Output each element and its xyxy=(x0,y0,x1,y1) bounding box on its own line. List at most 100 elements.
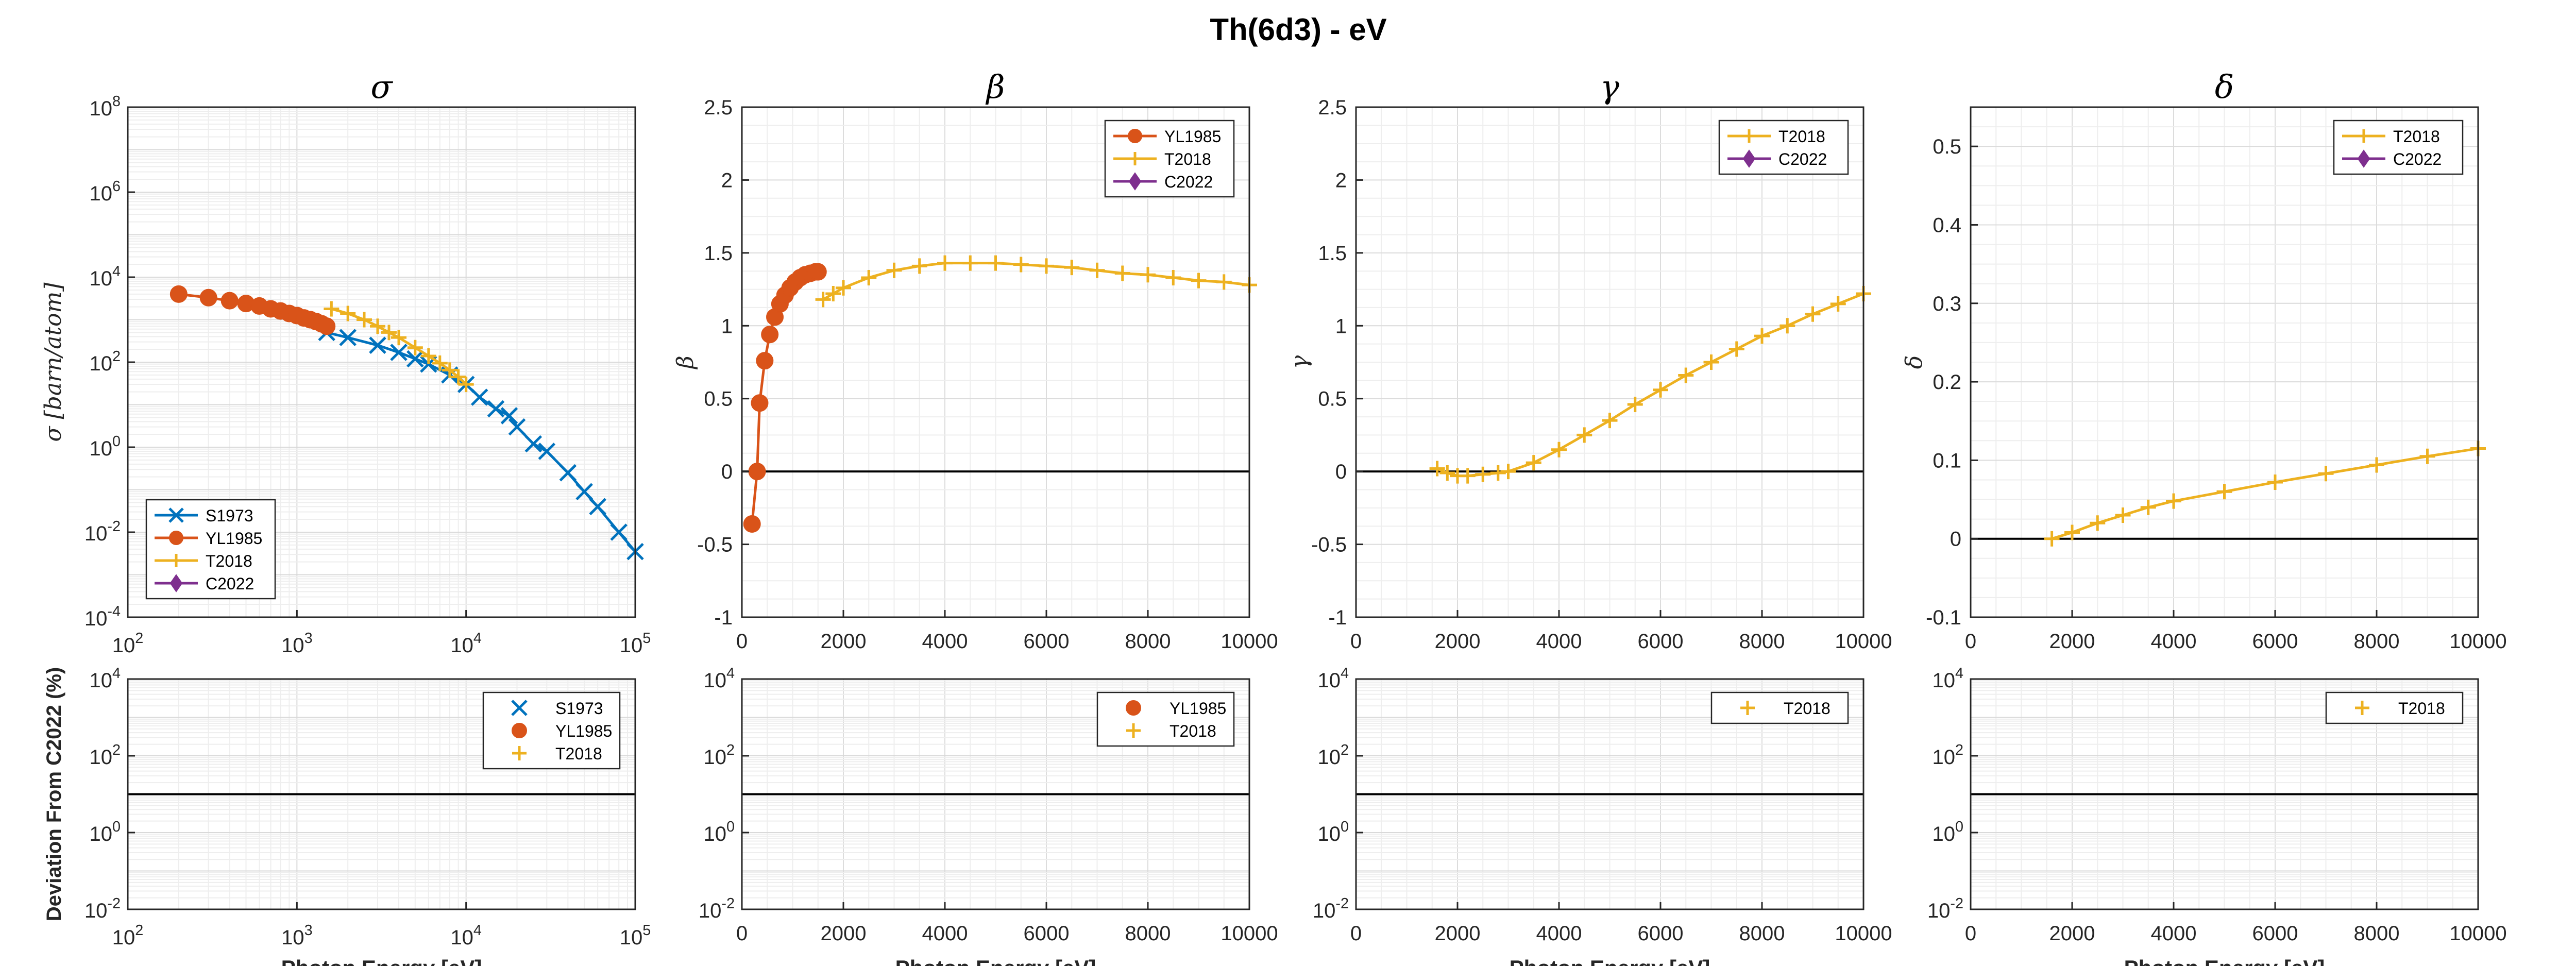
legend-marker-C2022 xyxy=(1742,149,1756,168)
y-axis-label: σ [barn/atom] xyxy=(40,282,66,442)
point-T2018 xyxy=(2166,493,2181,509)
x-tick-label: 6000 xyxy=(1024,630,1070,653)
x-tick-label: 10000 xyxy=(1835,630,1892,653)
y-tick-label: -1 xyxy=(1328,606,1347,629)
legend: T2018 xyxy=(2325,691,2464,724)
point-S1973 xyxy=(470,388,488,406)
x-tick-label: 8000 xyxy=(1739,630,1785,653)
point-T2018 xyxy=(861,269,877,285)
point-T2018 xyxy=(1140,267,1156,283)
legend-marker-YL1985 xyxy=(512,723,527,738)
x-tick-label: 2000 xyxy=(2049,630,2095,653)
x-tick-label: 104 xyxy=(450,630,482,657)
legend-label: YL1985 xyxy=(1164,127,1221,146)
point-T2018 xyxy=(324,301,340,317)
axes-frame xyxy=(1970,678,2479,910)
point-T2018 xyxy=(1475,466,1491,482)
x-tick-label: 4000 xyxy=(2151,922,2197,945)
y-tick-label: -0.1 xyxy=(1926,606,1961,629)
y-ticks: -1 -0.5 0 0.5 1 1.5 2 2.5 xyxy=(1311,96,1363,629)
point-T2018 xyxy=(2044,531,2060,547)
y-tick-label: 100 xyxy=(1317,819,1349,845)
point-T2018 xyxy=(391,330,407,346)
point-T2018 xyxy=(407,340,423,355)
axes-frame xyxy=(127,678,636,910)
point-T2018 xyxy=(458,377,474,393)
y-tick-label: 0.3 xyxy=(1933,293,1961,315)
legend-marker-S1973 xyxy=(511,700,528,716)
point-T2018 xyxy=(1216,274,1232,290)
point-YL1985 xyxy=(743,515,761,533)
grid xyxy=(1355,679,1864,910)
point-S1973 xyxy=(406,350,424,368)
y-ticks: -1 -0.5 0 0.5 1 1.5 2 2.5 xyxy=(697,96,749,629)
axes-title: β xyxy=(986,68,1005,106)
x-ticks: 0 2000 4000 6000 8000 10000 xyxy=(1965,902,2507,945)
point-T2018 xyxy=(1013,257,1029,273)
panel-sigma: 102 103 104 105 10-4 10-2 100 102 104 106 108 σ σ [b… xyxy=(40,68,651,657)
series-group xyxy=(743,255,1257,533)
legend: T2018 C2022 xyxy=(1718,120,1849,175)
y-tick-label: -0.5 xyxy=(1311,534,1347,556)
point-T2018 xyxy=(1728,341,1744,357)
point-YL1985 xyxy=(761,326,779,344)
grid xyxy=(1355,107,1864,618)
legend-item-T2018: T2018 xyxy=(512,744,602,763)
x-ticks: 0 2000 4000 6000 8000 10000 xyxy=(736,902,1278,945)
legend-marker-C2022 xyxy=(2357,149,2370,168)
x-tick-label: 6000 xyxy=(1638,922,1684,945)
point-S1973 xyxy=(500,407,518,425)
axes-frame xyxy=(1355,678,1865,910)
x-tick-label: 2000 xyxy=(1435,922,1481,945)
panel-dev-delta: 0 2000 4000 6000 8000 10000 10-2 100 102 104 Photo… xyxy=(1927,665,2507,966)
x-tick-label: 8000 xyxy=(2354,630,2400,653)
y-tick-label: 0.1 xyxy=(1933,449,1961,472)
point-T2018 xyxy=(1114,265,1130,281)
x-tick-label: 4000 xyxy=(1536,922,1582,945)
point-T2018 xyxy=(2369,457,2384,473)
point-T2018 xyxy=(1602,413,1618,429)
legend-label: S1973 xyxy=(555,699,603,718)
y-tick-label: 100 xyxy=(1932,819,1963,845)
point-S1973 xyxy=(524,435,543,453)
legend-item-T2018: T2018 xyxy=(2355,699,2445,718)
point-T2018 xyxy=(937,255,953,271)
legend-marker-YL1985 xyxy=(1126,700,1141,716)
legend-item-S1973: S1973 xyxy=(155,506,253,525)
x-tick-label: 0 xyxy=(1965,630,1976,653)
y-tick-label: 10-2 xyxy=(84,895,121,922)
legend-marker-T2018 xyxy=(512,746,527,760)
y-tick-label: -1 xyxy=(714,606,733,629)
y-tick-label: 104 xyxy=(89,263,121,290)
x-tick-label: 102 xyxy=(112,630,144,657)
legend: S1973 YL1985 T2018 xyxy=(482,691,621,770)
legend-item-T2018: T2018 xyxy=(155,552,252,570)
point-T2018 xyxy=(962,255,978,271)
point-YL1985 xyxy=(199,289,217,307)
y-tick-label: 1 xyxy=(1335,315,1347,337)
point-T2018 xyxy=(988,255,1004,271)
point-S1973 xyxy=(508,418,526,436)
point-T2018 xyxy=(2216,484,2232,500)
point-T2018 xyxy=(1039,258,1054,274)
point-T2018 xyxy=(2267,474,2283,490)
point-T2018 xyxy=(381,325,397,341)
y-tick-label: 102 xyxy=(1317,742,1349,769)
y-tick-label: 106 xyxy=(89,178,121,205)
y-axis-label: β xyxy=(672,355,699,369)
x-tick-label: 103 xyxy=(281,630,313,657)
x-tick-label: 10000 xyxy=(2449,922,2506,945)
point-T2018 xyxy=(450,369,466,385)
y-ticks: -0.1 0 0.1 0.2 0.3 0.4 0.5 xyxy=(1926,135,1978,629)
y-tick-label: 102 xyxy=(89,348,121,375)
x-ticks: 0 2000 4000 6000 8000 10000 xyxy=(736,610,1278,653)
y-tick-label: 0.5 xyxy=(704,388,733,411)
y-tick-label: 102 xyxy=(89,742,121,769)
x-ticks: 0 2000 4000 6000 8000 10000 xyxy=(1965,610,2507,653)
point-S1973 xyxy=(369,336,386,354)
y-tick-label: 2.5 xyxy=(1318,96,1347,119)
y-axis-label: Deviation From C2022 (%) xyxy=(43,667,65,921)
legend-label: C2022 xyxy=(1164,173,1213,191)
x-axis-label: Photon Energy [eV] xyxy=(281,956,482,966)
y-axis-label: δ xyxy=(1901,355,1927,369)
